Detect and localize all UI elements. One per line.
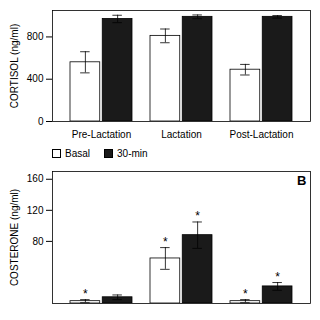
svg-text:800: 800 <box>27 31 44 42</box>
svg-text:*: * <box>163 235 168 249</box>
html-text:Basal: Basal <box>65 147 90 159</box>
svg-text:120: 120 <box>27 205 44 216</box>
svg-text:*: * <box>83 287 88 301</box>
svg-text:Pre-Lactation: Pre-Lactation <box>72 129 131 140</box>
svg-text:*: * <box>195 209 200 223</box>
svg-text:80: 80 <box>32 236 44 247</box>
html-text:30-min: 30-min <box>117 147 148 159</box>
svg-text:*: * <box>243 287 248 301</box>
svg-text:Lactation: Lactation <box>161 129 202 140</box>
svg-text:160: 160 <box>27 173 44 184</box>
svg-text:0: 0 <box>38 116 44 127</box>
svg-text:*: * <box>275 270 280 284</box>
svg-text:CORTISOL (ng/ml): CORTISOL (ng/ml) <box>9 24 20 108</box>
svg-text:COSTERONE (ng/ml): COSTERONE (ng/ml) <box>9 189 20 286</box>
svg-text:400: 400 <box>27 73 44 84</box>
svg-text:B: B <box>297 173 306 188</box>
svg-text:Post-Lactation: Post-Lactation <box>230 129 294 140</box>
